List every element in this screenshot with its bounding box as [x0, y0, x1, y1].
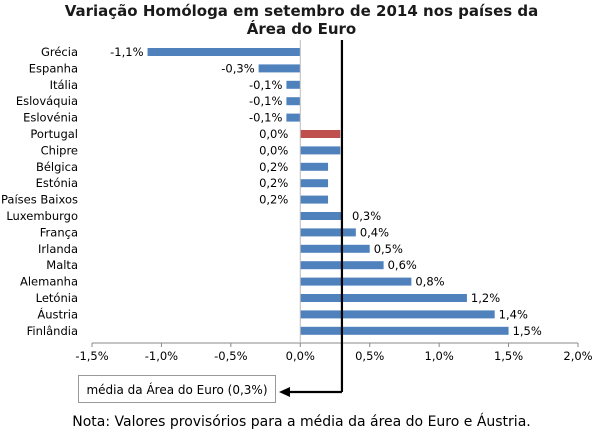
- value-label: 0,0%: [259, 143, 288, 157]
- footnote: Nota: Valores provisórios para a média d…: [72, 414, 531, 430]
- bar-irlanda: [300, 244, 370, 253]
- value-label: -1,1%: [110, 45, 143, 59]
- chart-title-line2: Área do Euro: [246, 20, 357, 38]
- value-label: 1,5%: [513, 324, 542, 338]
- value-label: 0,2%: [259, 176, 288, 190]
- bar-itália: [286, 80, 301, 89]
- category-label: Alemanha: [20, 275, 78, 289]
- value-label: -0,1%: [249, 78, 282, 92]
- category-label: Malta: [46, 258, 78, 272]
- category-label: Finlândia: [27, 324, 78, 338]
- value-label: 0,3%: [352, 209, 381, 223]
- bar-finlândia: [300, 326, 509, 335]
- bar-frança: [300, 228, 356, 237]
- bar-eslovénia: [286, 113, 301, 122]
- value-label: 1,4%: [499, 307, 528, 321]
- bar-letónia: [300, 294, 467, 302]
- bar-portugal: [300, 130, 341, 138]
- value-label: 0,2%: [259, 160, 288, 174]
- value-label: 0,4%: [360, 225, 389, 239]
- category-label: Itália: [50, 78, 78, 92]
- category-label: Eslováquia: [16, 94, 78, 108]
- category-label: Espanha: [29, 61, 78, 75]
- x-tick-label: 1,5%: [494, 349, 523, 363]
- x-tick-label: 2,0%: [563, 349, 592, 363]
- category-label: Grécia: [41, 45, 78, 59]
- category-label: Portugal: [30, 127, 78, 141]
- bar-alemanha: [300, 277, 412, 286]
- average-pointer-arrowhead: [279, 387, 290, 397]
- value-label: -0,1%: [249, 94, 282, 108]
- value-label: -0,1%: [249, 111, 282, 125]
- category-label: Áustria: [37, 306, 78, 321]
- x-tick-label: -0,5%: [214, 349, 247, 363]
- category-label: Chipre: [41, 143, 78, 157]
- bar-bélgica: [300, 162, 329, 171]
- category-label: Países Baixos: [1, 193, 78, 207]
- bar-chipre: [300, 146, 341, 155]
- value-label: -0,3%: [221, 61, 254, 75]
- value-label: 0,2%: [259, 193, 288, 207]
- x-tick-label: 0,0%: [286, 349, 315, 363]
- category-label: Irlanda: [38, 242, 78, 256]
- chart-title: Variação Homóloga em setembro de 2014 no…: [0, 2, 603, 38]
- bar-eslováquia: [286, 97, 301, 106]
- x-tick-label: -1,0%: [145, 349, 178, 363]
- value-label: 0,5%: [374, 242, 403, 256]
- category-label: Bélgica: [36, 160, 78, 174]
- bar-países-baixos: [300, 195, 329, 204]
- chart-title-line1: Variação Homóloga em setembro de 2014 no…: [64, 2, 539, 20]
- bar-estónia: [300, 179, 329, 188]
- bar-espanha: [258, 64, 301, 73]
- value-label: 0,0%: [259, 127, 288, 141]
- category-label: França: [40, 225, 78, 239]
- average-label: média da Área do Euro (0,3%): [86, 383, 268, 397]
- bar-áustria: [300, 310, 495, 319]
- value-label: 0,8%: [415, 275, 444, 289]
- average-label-box: média da Área do Euro (0,3%): [78, 375, 276, 403]
- category-label: Letónia: [36, 291, 78, 305]
- value-label: 0,6%: [388, 258, 417, 272]
- bar-luxemburgo: [300, 212, 342, 220]
- category-label: Eslovénia: [23, 111, 78, 125]
- x-tick-label: 0,5%: [355, 349, 384, 363]
- value-label: 1,2%: [471, 291, 500, 305]
- x-tick-label: 1,0%: [425, 349, 454, 363]
- category-label: Luxemburgo: [6, 209, 78, 223]
- bar-grécia: [147, 48, 301, 56]
- x-tick-label: -1,5%: [75, 349, 108, 363]
- category-label: Estónia: [36, 176, 78, 190]
